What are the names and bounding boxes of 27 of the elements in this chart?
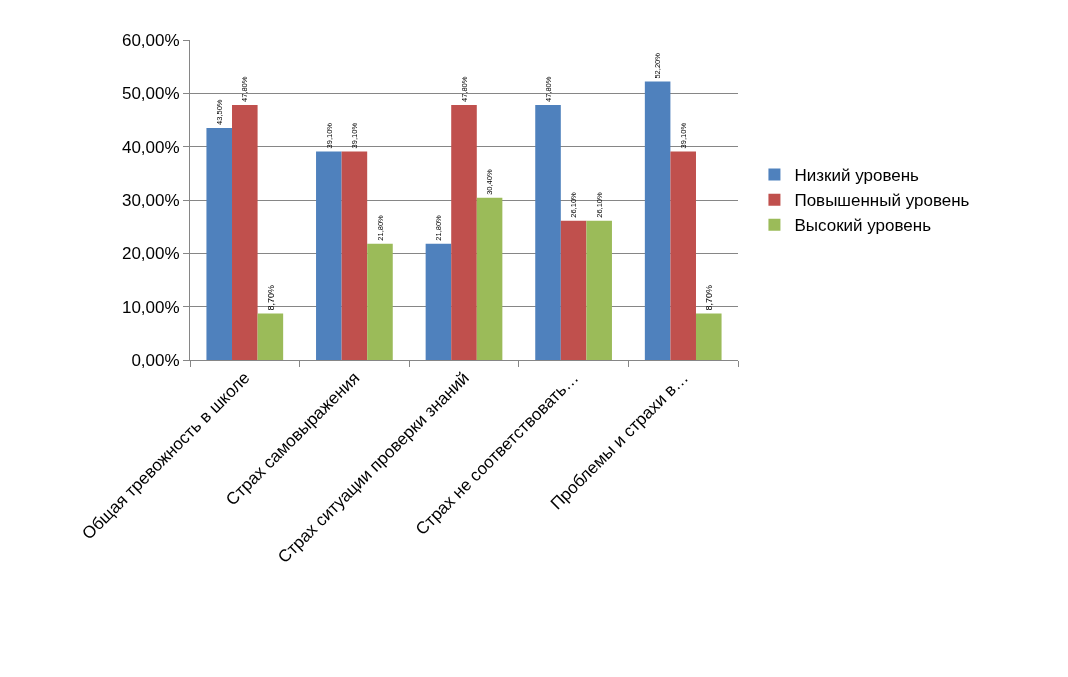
bar: [535, 105, 561, 360]
bar: [341, 151, 368, 360]
y-tick-label: 10,00%: [121, 297, 180, 317]
bar: [670, 151, 696, 360]
bar: [586, 220, 612, 360]
data-label: 8,70%: [265, 285, 276, 311]
legend-label: Повышенный уровень: [794, 191, 970, 211]
bar: [644, 81, 671, 360]
bar: [316, 151, 342, 360]
bar: [695, 313, 722, 360]
bar: [257, 313, 284, 360]
y-tick-label: 0,00%: [131, 350, 180, 370]
bar: [560, 220, 587, 360]
bar: [425, 243, 452, 360]
y-tick-label: 30,00%: [121, 190, 180, 210]
bar: [451, 105, 477, 360]
bar: [476, 197, 503, 360]
bar: [206, 128, 233, 360]
y-tick-label: 50,00%: [121, 84, 180, 104]
legend-label: Низкий уровень: [794, 166, 920, 186]
bar: [232, 105, 258, 360]
y-tick-label: 40,00%: [121, 137, 180, 157]
legend-label: Высокий уровень: [794, 216, 932, 236]
bar: [367, 243, 393, 360]
y-tick-label: 60,00%: [121, 30, 180, 50]
data-label: 8,70%: [704, 285, 714, 311]
y-tick-label: 20,00%: [121, 244, 180, 264]
